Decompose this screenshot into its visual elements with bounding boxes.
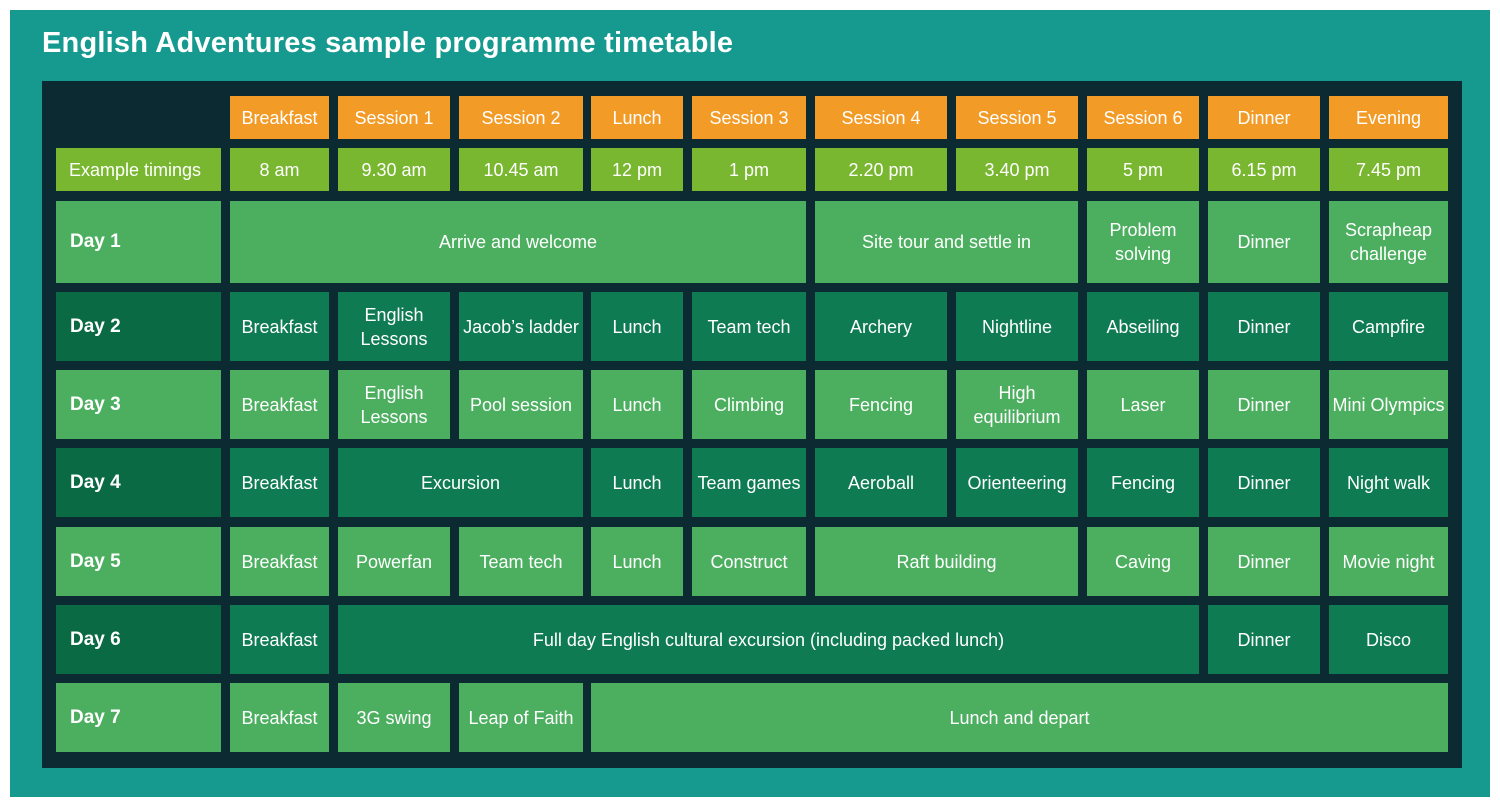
- timing-cell: 5 pm: [1087, 148, 1199, 191]
- column-header: Breakfast: [230, 96, 329, 139]
- activity-cell: Abseiling: [1087, 292, 1199, 361]
- activity-cell: High equilibrium: [956, 370, 1078, 439]
- activity-cell: Team tech: [692, 292, 806, 361]
- column-header: Session 2: [459, 96, 583, 139]
- activity-cell: Breakfast: [230, 527, 329, 596]
- column-header: Lunch: [591, 96, 683, 139]
- timing-cell: 2.20 pm: [815, 148, 947, 191]
- day-label: Day 4: [56, 448, 221, 517]
- timing-cell: 12 pm: [591, 148, 683, 191]
- activity-cell: Construct: [692, 527, 806, 596]
- activity-cell: Disco: [1329, 605, 1448, 674]
- timing-cell: 6.15 pm: [1208, 148, 1320, 191]
- activity-cell: Orienteering: [956, 448, 1078, 517]
- activity-cell: Team tech: [459, 527, 583, 596]
- activity-cell: Full day English cultural excursion (inc…: [338, 605, 1199, 674]
- timing-cell: 3.40 pm: [956, 148, 1078, 191]
- activity-cell: Climbing: [692, 370, 806, 439]
- activity-cell: Caving: [1087, 527, 1199, 596]
- activity-cell: Lunch: [591, 370, 683, 439]
- activity-cell: Powerfan: [338, 527, 450, 596]
- timing-cell: 9.30 am: [338, 148, 450, 191]
- activity-cell: Breakfast: [230, 370, 329, 439]
- timing-cell: 10.45 am: [459, 148, 583, 191]
- activity-cell: Night walk: [1329, 448, 1448, 517]
- activity-cell: Dinner: [1208, 201, 1320, 283]
- activity-cell: Dinner: [1208, 448, 1320, 517]
- activity-cell: Lunch: [591, 448, 683, 517]
- activity-cell: English Lessons: [338, 292, 450, 361]
- activity-cell: Fencing: [1087, 448, 1199, 517]
- activity-cell: Lunch: [591, 292, 683, 361]
- timing-cell: 1 pm: [692, 148, 806, 191]
- activity-cell: Lunch: [591, 527, 683, 596]
- activity-cell: Jacob’s ladder: [459, 292, 583, 361]
- activity-cell: Fencing: [815, 370, 947, 439]
- activity-cell: Dinner: [1208, 292, 1320, 361]
- activity-cell: Lunch and depart: [591, 683, 1448, 752]
- column-header: Session 4: [815, 96, 947, 139]
- day-label: Day 5: [56, 527, 221, 596]
- column-header: Evening: [1329, 96, 1448, 139]
- day-label: Day 3: [56, 370, 221, 439]
- activity-cell: Arrive and welcome: [230, 201, 806, 283]
- activity-cell: Nightline: [956, 292, 1078, 361]
- activity-cell: Archery: [815, 292, 947, 361]
- activity-cell: Excursion: [338, 448, 583, 517]
- activity-cell: Pool session: [459, 370, 583, 439]
- timings-label: Example timings: [56, 148, 221, 191]
- activity-cell: Dinner: [1208, 370, 1320, 439]
- activity-cell: Problem solving: [1087, 201, 1199, 283]
- activity-cell: Breakfast: [230, 683, 329, 752]
- activity-cell: Aeroball: [815, 448, 947, 517]
- column-header: Dinner: [1208, 96, 1320, 139]
- activity-cell: 3G swing: [338, 683, 450, 752]
- activity-cell: Breakfast: [230, 448, 329, 517]
- activity-cell: Movie night: [1329, 527, 1448, 596]
- day-label: Day 1: [56, 201, 221, 283]
- activity-cell: Campfire: [1329, 292, 1448, 361]
- day-label: Day 2: [56, 292, 221, 361]
- column-header: Session 3: [692, 96, 806, 139]
- column-header: Session 1: [338, 96, 450, 139]
- activity-cell: Team games: [692, 448, 806, 517]
- activity-cell: Dinner: [1208, 527, 1320, 596]
- timing-cell: 8 am: [230, 148, 329, 191]
- activity-cell: English Lessons: [338, 370, 450, 439]
- column-header: Session 6: [1087, 96, 1199, 139]
- activity-cell: Scrapheap challenge: [1329, 201, 1448, 283]
- activity-cell: Laser: [1087, 370, 1199, 439]
- activity-cell: Leap of Faith: [459, 683, 583, 752]
- activity-cell: Dinner: [1208, 605, 1320, 674]
- activity-cell: Breakfast: [230, 292, 329, 361]
- activity-cell: Raft building: [815, 527, 1078, 596]
- day-label: Day 6: [56, 605, 221, 674]
- timing-cell: 7.45 pm: [1329, 148, 1448, 191]
- activity-cell: Breakfast: [230, 605, 329, 674]
- day-label: Day 7: [56, 683, 221, 752]
- page-title: English Adventures sample programme time…: [42, 27, 734, 59]
- activity-cell: Site tour and settle in: [815, 201, 1078, 283]
- activity-cell: Mini Olympics: [1329, 370, 1448, 439]
- column-header: Session 5: [956, 96, 1078, 139]
